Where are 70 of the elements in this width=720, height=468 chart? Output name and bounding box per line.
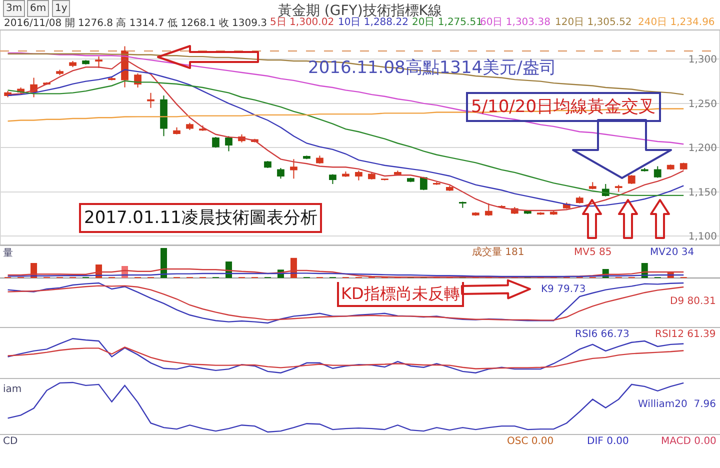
text: 10日 1,288.22 (338, 17, 408, 28)
annotation: 量 (3, 248, 13, 259)
candlestick (147, 92, 154, 108)
candlestick (420, 177, 428, 191)
candlestick (472, 212, 480, 216)
candlestick (303, 155, 310, 160)
candlestick (588, 182, 596, 190)
text: 5日 1,300.02 (270, 17, 334, 28)
annotation: iam (3, 384, 22, 395)
y-tick-label: 1,250 (688, 98, 717, 110)
text: 3m (6, 3, 22, 14)
candlestick (458, 201, 466, 208)
candlestick (654, 166, 662, 178)
candlestick (342, 171, 350, 178)
candlestick (316, 155, 324, 164)
candlestick (628, 174, 636, 184)
candlestick (69, 60, 76, 68)
y-tick-label: 1,200 (688, 143, 717, 154)
candlestick (160, 94, 168, 137)
annotation: 2017.01.11凌晨技術圖表分析 (84, 208, 318, 228)
candlestick (329, 174, 336, 184)
series-label: K9 79.73 (541, 284, 586, 295)
candlestick (484, 202, 492, 216)
text: 2016/11/08 開 1276.8 高 1314.7 低 1268.1 收 1309.3 (4, 17, 268, 29)
candlestick (173, 126, 180, 135)
line-series (7, 52, 684, 145)
candlestick (108, 76, 116, 81)
text: 120日 1,305.52 (555, 17, 632, 28)
line-series (7, 53, 684, 96)
annotation: 成交量 181 (472, 246, 524, 258)
candlestick (95, 56, 102, 69)
candlestick (355, 170, 362, 181)
candlestick (264, 160, 272, 169)
candlestick (186, 122, 194, 130)
text: 60日 1,303.38 (480, 17, 550, 28)
candlestick (432, 182, 440, 186)
candlestick (536, 212, 544, 216)
candlestick (666, 164, 674, 170)
candlestick (446, 185, 454, 192)
candlestick (680, 162, 688, 170)
text: DIF 0.00 (587, 436, 629, 447)
candlestick (290, 158, 298, 180)
series-label: RSI12 61.39 (655, 329, 716, 340)
candlestick (82, 60, 90, 66)
annotation: KD指標尚未反轉 (341, 284, 460, 303)
candlestick (56, 69, 64, 76)
text: OSC 0.00 (507, 436, 554, 447)
text: CD (3, 436, 18, 447)
bar (160, 248, 167, 278)
text: 20日 1,275.51 (412, 17, 482, 28)
candlestick (576, 196, 584, 204)
candlestick (407, 177, 414, 183)
candlestick (277, 168, 284, 180)
line-series (7, 80, 684, 196)
y-tick-label: 1,100 (688, 232, 717, 243)
candlestick (212, 136, 220, 148)
series-label: MV20 34 (650, 247, 694, 258)
series-label: MV5 85 (574, 247, 612, 258)
text: MACD 0.00 (661, 436, 716, 447)
text: 1y (55, 3, 68, 14)
y-tick-label: 1,300 (688, 54, 717, 66)
candlestick (614, 184, 622, 192)
candlestick (225, 136, 232, 152)
series-label: D9 80.31 (670, 296, 716, 307)
text: 240日 1,234.96 (638, 17, 715, 28)
series-label: RSI6 66.73 (575, 329, 630, 340)
y-tick-label: 1,150 (688, 187, 717, 198)
candlestick (368, 172, 376, 180)
text: 6m (30, 3, 46, 14)
series-label: William20 7.96 (638, 399, 716, 410)
